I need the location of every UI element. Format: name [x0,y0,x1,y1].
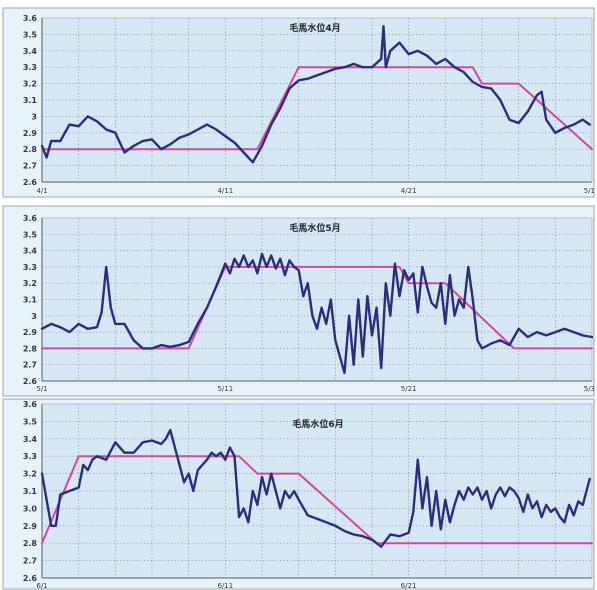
chart-title: 毛馬水位4月 [289,22,340,34]
chart-title: 毛馬水位5月 [289,222,340,234]
x-tick-label: 5/21 [401,385,417,393]
measured-level-line [40,428,591,548]
y-tick-label: 2.8 [23,344,38,353]
line-chart: 3.6 3.5 3.4 3.3 3.2 3.1 3 2.9 2.8 2.7 2.65/1 5/11 5/… [2,205,595,397]
x-tick-label: 6/21 [401,582,417,590]
x-tick-label: 5/11 [217,385,233,393]
measured-level-line [40,252,594,375]
y-tick-label: 3.3 [23,452,37,461]
y-tick-label: 3.4 [23,47,38,56]
y-tick-label: 3.1 [23,96,38,105]
x-tick-label: 5/1 [584,187,595,195]
y-tick-label: 3.3 [23,63,37,72]
y-tick-label: 2.6 [23,178,38,187]
x-tick-label: 6/11 [217,582,233,590]
y-tick-label: 3.4 [23,435,38,444]
y-tick-label: 3.2 [23,470,37,479]
x-tick-label: 6/1 [36,582,47,590]
y-tick-label: 2.9 [23,129,38,138]
y-tick-label: 2.6 [23,574,38,583]
y-tick-label: 2.7 [23,162,37,171]
x-tick-label: 5/1 [36,385,47,393]
x-tick-label: 4/11 [217,187,233,195]
plot-area [41,217,593,382]
y-tick-label: 2.6 [23,377,38,386]
y-tick-label: 3.1 [23,487,38,496]
y-tick-label: 3.5 [23,230,38,239]
y-tick-label: 3 [31,112,37,121]
y-tick-label: 2.8 [23,539,38,548]
y-tick-label: 3.4 [23,247,38,256]
y-tick-label: 3.2 [23,80,37,89]
y-tick-label: 3.6 [23,400,38,409]
y-tick-label: 3.0 [23,504,38,513]
y-tick-label: 2.8 [23,145,38,154]
x-tick-label: 4/1 [36,187,47,195]
line-chart: 3.6 3.5 3.4 3.3 3.2 3.1 3.0 2.9 2.8 2.7 2.66/1 6/11… [2,398,595,590]
x-tick-label: 5/3 [584,385,595,393]
y-tick-label: 3.6 [23,214,38,223]
y-tick-label: 2.7 [23,361,37,370]
x-tick-label: 4/21 [401,187,417,195]
y-tick-label: 3.2 [23,279,37,288]
y-tick-label: 3.3 [23,263,37,272]
y-tick-label: 3 [31,312,37,321]
y-tick-label: 2.7 [23,557,37,566]
chart-title: 毛馬水位6月 [292,418,343,430]
line-chart: 3.6 3.5 3.4 3.3 3.2 3.1 3 2.9 2.8 2.7 2.64/1 4/11 4/… [2,7,595,198]
y-tick-label: 3.1 [23,296,38,305]
y-tick-label: 3.6 [23,14,38,23]
y-tick-label: 2.9 [23,328,38,337]
y-tick-label: 2.9 [23,522,38,531]
measured-level-line [40,25,591,164]
y-tick-label: 3.5 [23,30,38,39]
y-tick-label: 3.5 [23,417,38,426]
target-level-line [41,66,593,151]
